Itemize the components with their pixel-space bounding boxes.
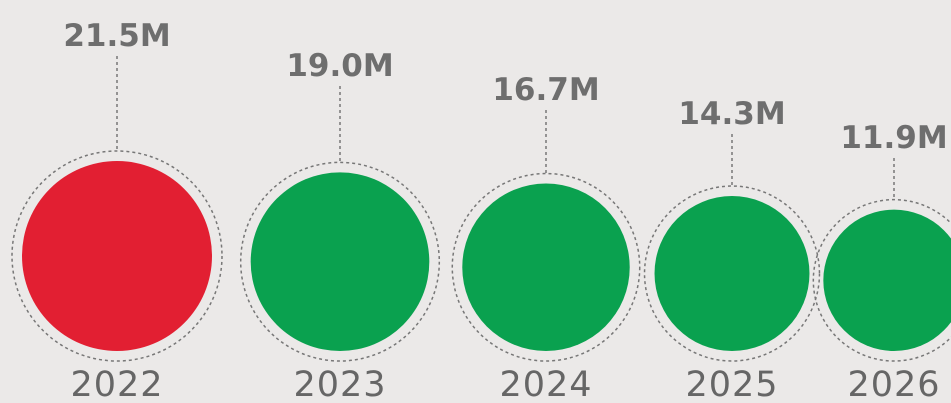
ring-2023 bbox=[239, 161, 441, 362]
ring-2024 bbox=[451, 172, 641, 362]
year-label-2024: 2024 bbox=[499, 365, 592, 403]
value-label-2025: 14.3M bbox=[678, 96, 785, 132]
bubble-2024 bbox=[462, 183, 630, 351]
year-label-2022: 2022 bbox=[70, 365, 163, 403]
ring-2026 bbox=[812, 198, 951, 362]
value-label-2022: 21.5M bbox=[63, 18, 170, 54]
year-label-2025: 2025 bbox=[685, 365, 778, 403]
value-label-2026: 11.9M bbox=[840, 120, 947, 156]
bubble-2025 bbox=[654, 196, 810, 351]
ring-2025 bbox=[643, 185, 821, 362]
year-label-2023: 2023 bbox=[293, 365, 386, 403]
bubble-2022 bbox=[22, 161, 212, 351]
value-label-2024: 16.7M bbox=[492, 72, 599, 108]
ring-2022 bbox=[11, 150, 223, 362]
year-label-2026: 2026 bbox=[847, 365, 940, 403]
value-label-2023: 19.0M bbox=[286, 48, 393, 84]
bubble-2026 bbox=[823, 209, 951, 351]
bubble-2023 bbox=[250, 172, 430, 351]
